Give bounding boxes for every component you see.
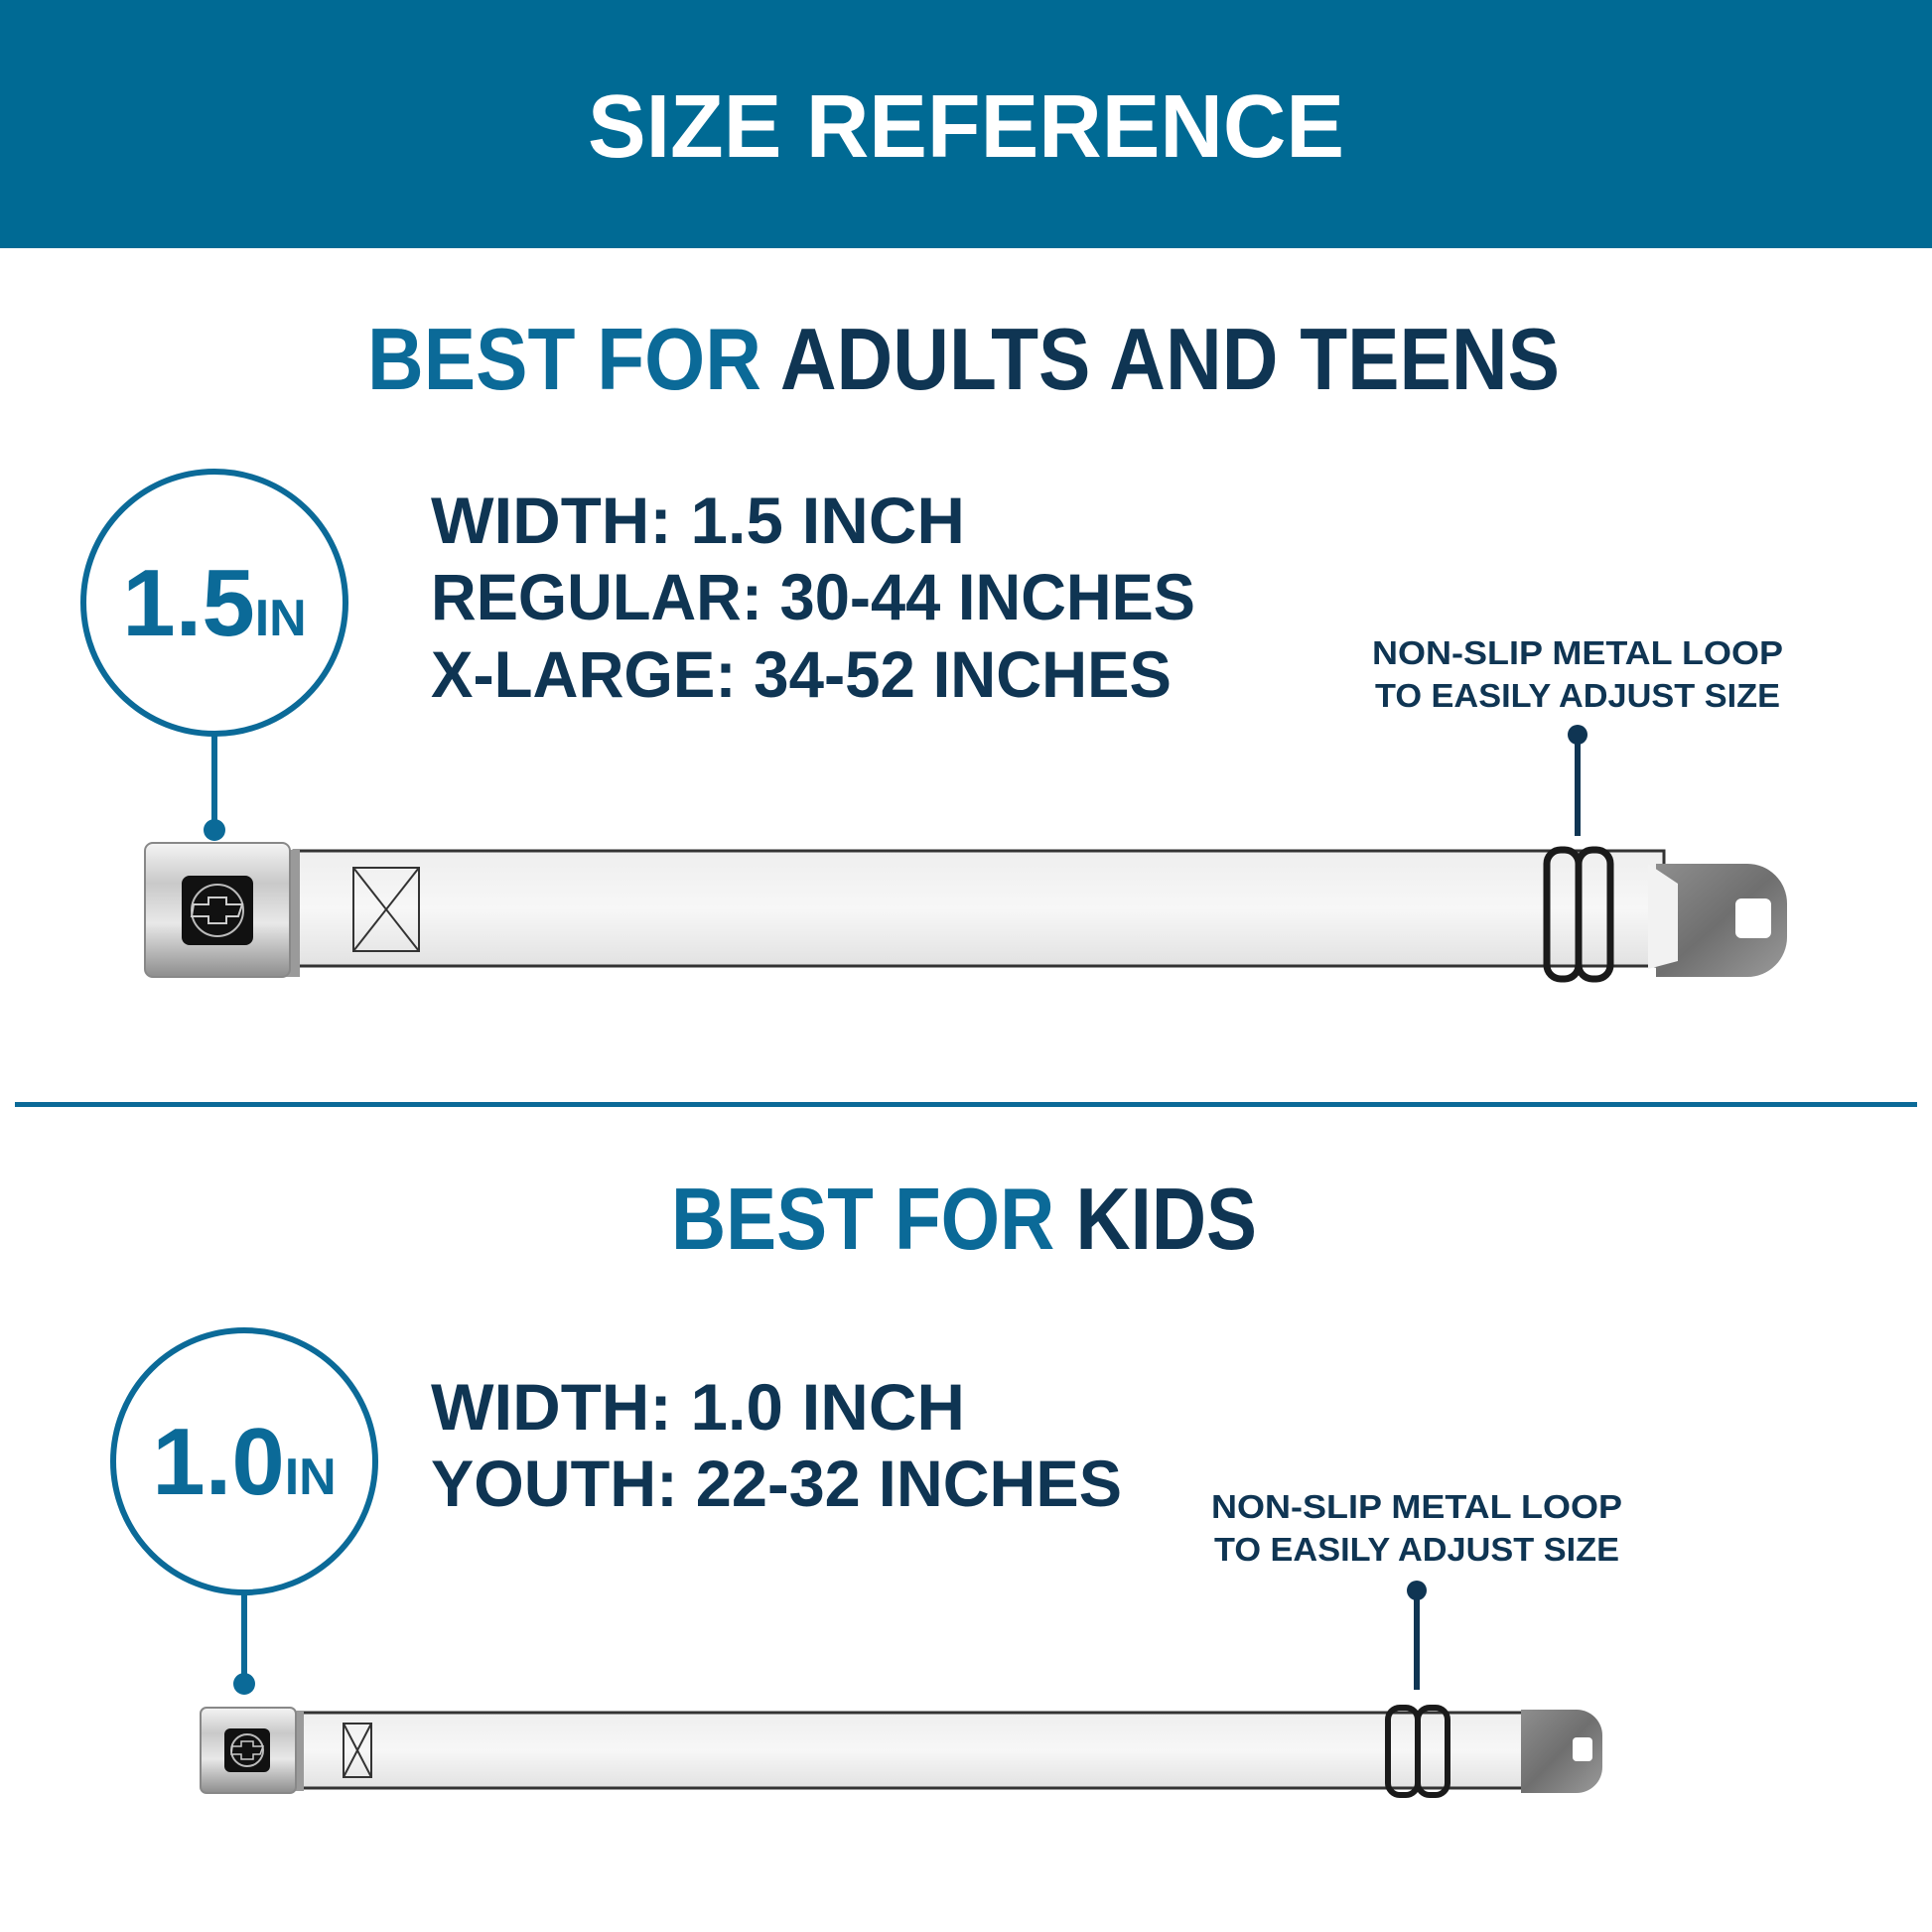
belt-kids bbox=[200, 1705, 1602, 1798]
belt-adult bbox=[144, 842, 1787, 983]
spec-xlarge: X-LARGE: 34-52 INCHES bbox=[431, 637, 1172, 711]
tab-icon bbox=[1656, 864, 1787, 977]
badge-unit: IN bbox=[285, 1449, 337, 1506]
section-heading-kids: BEST FOR KIDS bbox=[671, 1170, 1257, 1268]
header-bar bbox=[0, 0, 1932, 248]
loop-note-line-1: NON-SLIP METAL LOOP bbox=[1372, 634, 1783, 671]
width-badge-adults: 1.5IN bbox=[80, 469, 348, 841]
loop-note-line-1: NON-SLIP METAL LOOP bbox=[1211, 1488, 1622, 1525]
stitch-box bbox=[352, 867, 420, 952]
heading-main: ADULTS AND TEENS bbox=[780, 310, 1560, 408]
svg-text:1.0IN: 1.0IN bbox=[152, 1409, 336, 1515]
strap bbox=[292, 849, 1666, 968]
spec-youth: YOUTH: 22-32 INCHES bbox=[431, 1447, 1122, 1520]
svg-text:1.5IN: 1.5IN bbox=[122, 550, 306, 656]
heading-main: KIDS bbox=[1075, 1170, 1257, 1268]
stitch-box bbox=[343, 1723, 372, 1778]
section-heading-adults: BEST FOR ADULTS AND TEENS bbox=[367, 310, 1560, 408]
spec-width: WIDTH: 1.5 INCH bbox=[431, 483, 965, 557]
section-divider bbox=[15, 1102, 1917, 1107]
loop-note-line-2: TO EASILY ADJUST SIZE bbox=[1214, 1531, 1619, 1568]
tab-icon bbox=[1521, 1710, 1602, 1793]
strap bbox=[296, 1711, 1529, 1790]
badge-unit: IN bbox=[255, 590, 307, 647]
spec-width: WIDTH: 1.0 INCH bbox=[431, 1370, 965, 1444]
spec-regular: REGULAR: 30-44 INCHES bbox=[431, 560, 1195, 633]
loop-note-line-2: TO EASILY ADJUST SIZE bbox=[1375, 677, 1780, 714]
width-badge-kids: 1.0IN bbox=[110, 1327, 378, 1695]
badge-value: 1.0 bbox=[152, 1409, 284, 1515]
heading-accent: BEST FOR bbox=[671, 1170, 1054, 1268]
page-title: SIZE REFERENCE bbox=[588, 77, 1344, 177]
heading-accent: BEST FOR bbox=[367, 310, 761, 408]
badge-value: 1.5 bbox=[122, 550, 254, 656]
